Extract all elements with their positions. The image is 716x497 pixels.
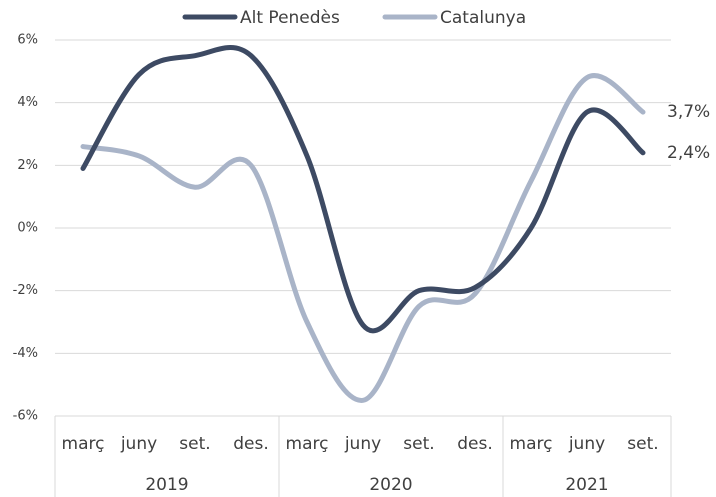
x-group-label: 2020 — [369, 475, 412, 495]
x-tick-label: març — [62, 434, 105, 454]
x-tick-label: juny — [120, 434, 157, 454]
x-tick-label: juny — [344, 434, 381, 454]
series-line — [80, 73, 646, 403]
x-group-label: 2021 — [565, 475, 608, 495]
y-tick-label: -6% — [13, 409, 38, 424]
y-tick-label: 0% — [17, 221, 38, 236]
legend-label: Alt Penedès — [240, 8, 340, 28]
y-tick-label: -4% — [13, 346, 38, 361]
x-tick-label: set. — [403, 434, 434, 454]
y-tick-label: 2% — [17, 158, 38, 173]
x-tick-label: set. — [179, 434, 210, 454]
series-line — [80, 45, 646, 334]
legend-label: Catalunya — [440, 8, 526, 28]
x-tick-label: març — [286, 434, 329, 454]
y-tick-label: -2% — [13, 283, 38, 298]
x-tick-label: set. — [627, 434, 658, 454]
x-tick-label: març — [510, 434, 553, 454]
x-group-label: 2019 — [145, 475, 188, 495]
value-label: 3,7% — [667, 102, 710, 122]
y-tick-label: 4% — [17, 95, 38, 110]
x-tick-label: des. — [457, 434, 493, 454]
x-tick-label: juny — [568, 434, 605, 454]
y-tick-label: 6% — [17, 33, 38, 48]
value-label: 2,4% — [667, 143, 710, 163]
x-tick-label: des. — [233, 434, 269, 454]
